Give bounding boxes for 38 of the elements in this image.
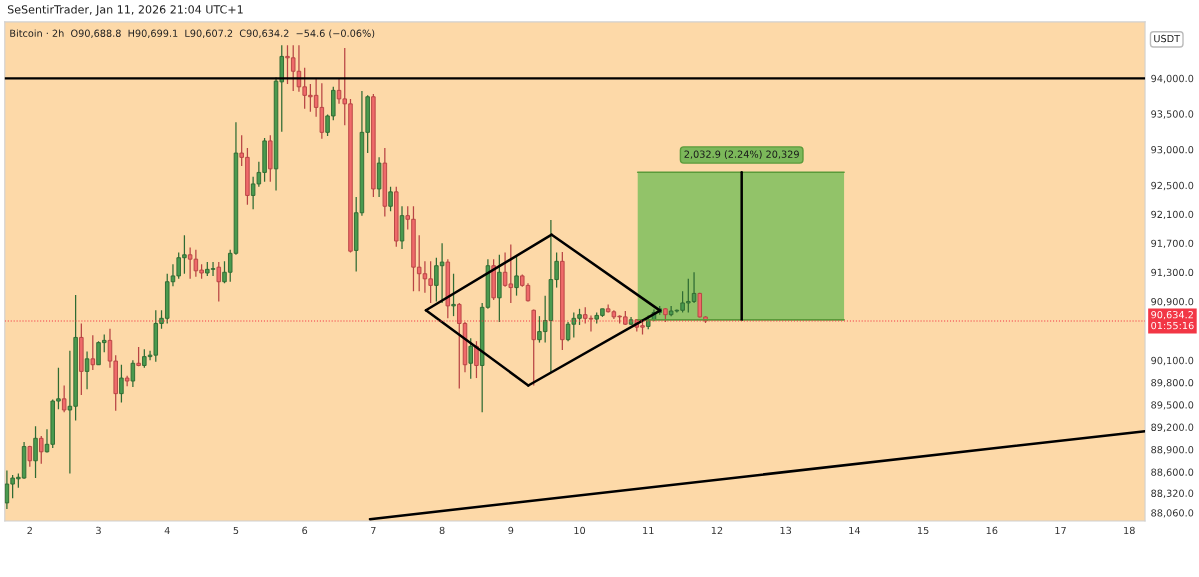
x-tick-label: 3 xyxy=(96,526,101,535)
x-tick-label: 6 xyxy=(302,526,308,535)
text: USDT xyxy=(1154,34,1181,43)
x-tick-label: 11 xyxy=(643,526,654,534)
x-tick-label: 2 xyxy=(27,526,32,534)
x-tick-label: 8 xyxy=(439,526,445,535)
x-tick-label: 16 xyxy=(986,526,998,535)
y-tick-label: 89,200.0 xyxy=(1151,423,1194,432)
y-tick-label: 88,900.0 xyxy=(1151,446,1194,455)
y-tick-label: 94,000.0 xyxy=(1151,74,1194,84)
x-tick-label: 7 xyxy=(371,526,376,534)
y-tick-label: 89,500.0 xyxy=(1151,401,1194,410)
x-tick-label: 14 xyxy=(849,526,861,534)
y-tick-label: 90,900.0 xyxy=(1151,297,1194,307)
y-tick-label: 89,800.0 xyxy=(1151,378,1194,388)
y-tick-label: 93,000.0 xyxy=(1151,145,1194,155)
x-tick-label: 9 xyxy=(508,526,514,535)
annotation: 2,032.9 (2.24%) 20,329 xyxy=(684,150,799,159)
y-tick-label: 92,500.0 xyxy=(1151,181,1194,191)
x-tick-label: 13 xyxy=(780,526,792,535)
y-tick-label: 91,700.0 xyxy=(1151,239,1194,248)
ref-line-label: 90,634.2 01:55:16 xyxy=(1151,310,1194,330)
x-tick-label: 12 xyxy=(711,526,723,534)
y-tick-label: 90,100.0 xyxy=(1151,356,1194,366)
x-tick-label: 18 xyxy=(1124,526,1135,535)
x-tick-label: 15 xyxy=(917,526,929,535)
y-tick-label: 88,600.0 xyxy=(1151,468,1194,477)
text: Bitcoin · 2h O90,688.8 H90,699.1 L90,607.2 C90,634.2 −54.6 (−0.06%) xyxy=(10,29,375,39)
text: SeSentirTrader, Jan 11, 2026 21:04 UTC+1 xyxy=(7,5,243,16)
x-tick-label: 4 xyxy=(164,526,170,534)
x-tick-label: 5 xyxy=(233,526,239,535)
y-tick-label: 88,060.0 xyxy=(1151,509,1194,518)
y-tick-label: 92,100.0 xyxy=(1151,210,1194,220)
x-tick-label: 17 xyxy=(1055,526,1066,534)
y-tick-label: 91,300.0 xyxy=(1151,268,1194,278)
y-tick-label: 88,320.0 xyxy=(1151,489,1194,498)
x-tick-label: 10 xyxy=(574,526,586,535)
y-tick-label: 93,500.0 xyxy=(1151,110,1194,119)
